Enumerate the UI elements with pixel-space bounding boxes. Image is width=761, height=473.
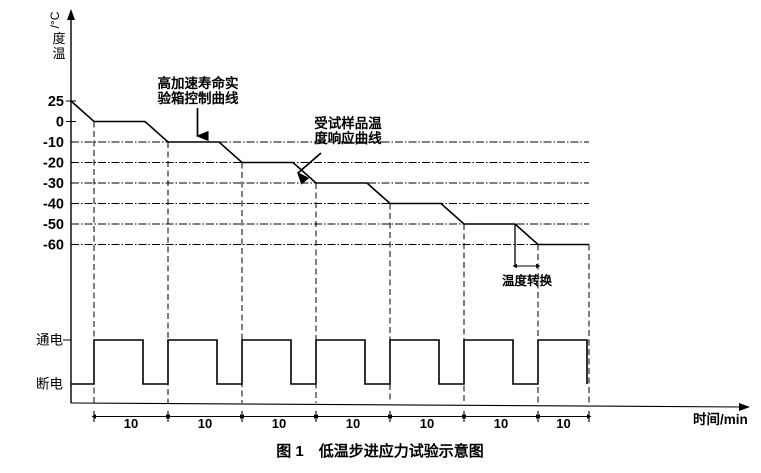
svg-text:度: 度 bbox=[52, 31, 65, 46]
svg-text:10: 10 bbox=[420, 416, 434, 431]
svg-text:高加速寿命实: 高加速寿命实 bbox=[158, 75, 239, 91]
svg-text:10: 10 bbox=[494, 416, 508, 431]
svg-text:图 1 低温步进应力试验示意图: 图 1 低温步进应力试验示意图 bbox=[276, 442, 484, 460]
svg-text:度响应曲线: 度响应曲线 bbox=[314, 130, 382, 146]
svg-text:10: 10 bbox=[198, 416, 212, 431]
svg-text:温: 温 bbox=[52, 46, 65, 61]
svg-text:-10: -10 bbox=[43, 135, 64, 151]
svg-text:通电: 通电 bbox=[36, 333, 63, 348]
svg-text:温度转换: 温度转换 bbox=[502, 273, 553, 288]
svg-text:10: 10 bbox=[346, 416, 360, 431]
svg-text:25: 25 bbox=[48, 94, 64, 110]
svg-text:-40: -40 bbox=[43, 197, 64, 213]
svg-text:-60: -60 bbox=[43, 238, 64, 254]
svg-text:-20: -20 bbox=[43, 156, 64, 172]
svg-text:-30: -30 bbox=[43, 176, 64, 192]
svg-text:断电: 断电 bbox=[36, 377, 63, 392]
svg-text:/°C: /°C bbox=[48, 11, 62, 28]
svg-text:0: 0 bbox=[56, 115, 64, 131]
svg-text:10: 10 bbox=[556, 416, 570, 431]
svg-text:-50: -50 bbox=[43, 217, 64, 233]
svg-text:10: 10 bbox=[272, 416, 286, 431]
svg-text:受试样品温: 受试样品温 bbox=[314, 115, 382, 131]
svg-text:10: 10 bbox=[124, 416, 138, 431]
svg-text:时间/min: 时间/min bbox=[693, 411, 748, 427]
svg-text:验箱控制曲线: 验箱控制曲线 bbox=[158, 90, 239, 106]
